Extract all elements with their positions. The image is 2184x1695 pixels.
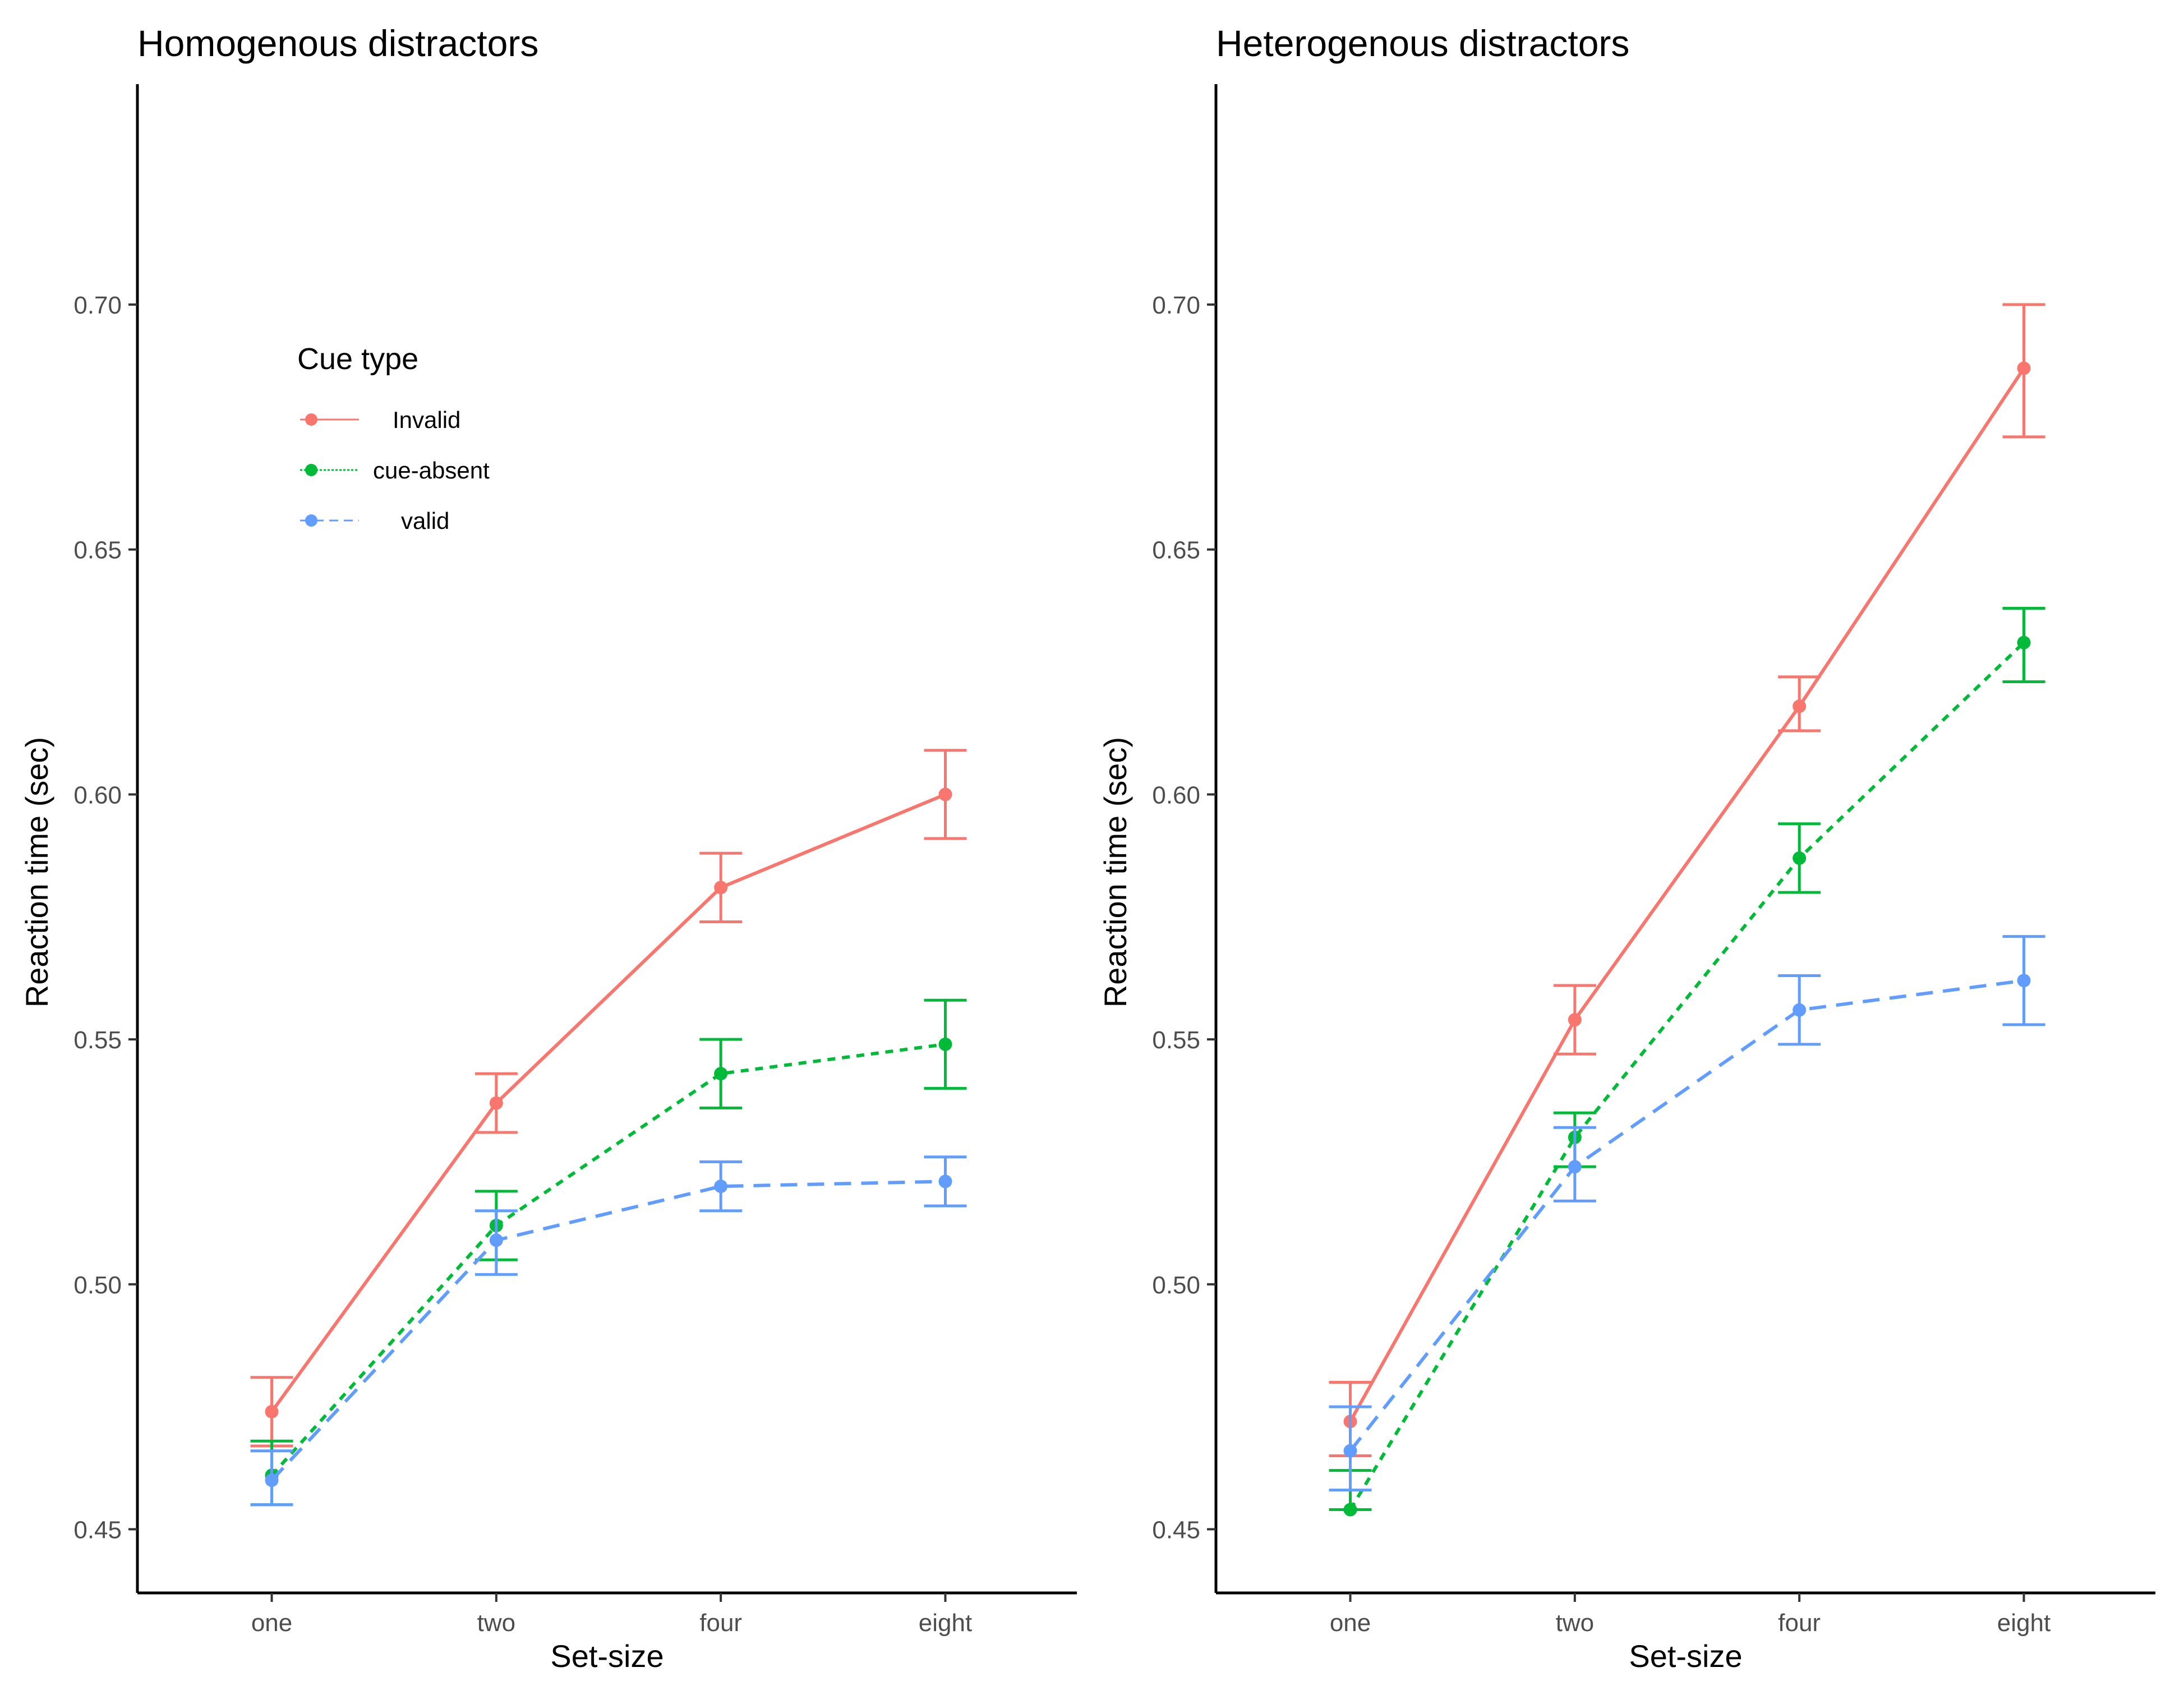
data-point xyxy=(938,787,952,802)
y-tick-label: 0.70 xyxy=(1152,292,1200,319)
legend-label: cue-absent xyxy=(373,457,490,483)
x-axis-label: Set-size xyxy=(1629,1638,1742,1674)
legend-key-point xyxy=(305,464,317,476)
panel-homogenous: Homogenous distractors 0.45 0.50 0.55 0.60 0.… xyxy=(19,22,1077,1674)
y-tick-label: 0.65 xyxy=(1152,537,1200,564)
data-point xyxy=(714,881,728,895)
series-line xyxy=(1348,367,2025,1422)
data-point xyxy=(2017,635,2031,650)
legend-label: valid xyxy=(401,508,449,534)
x-tick-label: one xyxy=(1330,1609,1371,1637)
y-tick-label: 0.55 xyxy=(73,1026,122,1054)
data-point xyxy=(2017,361,2031,375)
data-point xyxy=(2017,974,2031,988)
series-line xyxy=(1349,979,2024,1452)
data-point xyxy=(1568,1160,1582,1174)
y-tick-label: 0.60 xyxy=(1152,781,1200,809)
data-point xyxy=(938,1174,952,1189)
y-tick-label: 0.60 xyxy=(73,781,122,809)
chart-title: Homogenous distractors xyxy=(137,22,538,64)
y-tick-label: 0.55 xyxy=(1152,1026,1200,1054)
series-cue-absent xyxy=(250,998,967,1507)
series-line xyxy=(1348,641,2025,1511)
x-tick-label: two xyxy=(1556,1609,1594,1637)
legend: Cue type Invalid cue-absent valid xyxy=(297,342,490,534)
series-valid xyxy=(1329,935,2045,1492)
panel-heterogenous: Heterogenous distractors 0.45 0.50 0.55 0.60… xyxy=(1098,22,2155,1674)
y-tick-label: 0.45 xyxy=(73,1516,122,1544)
data-point xyxy=(1793,699,1807,713)
y-axis-label: Reaction time (sec) xyxy=(1098,737,1133,1007)
x-tick-label: one xyxy=(251,1609,292,1637)
legend-key-point xyxy=(305,413,317,426)
series-valid xyxy=(250,1155,967,1507)
data-point xyxy=(714,1180,728,1194)
data-point xyxy=(489,1096,503,1110)
series-cue-absent xyxy=(1329,607,2045,1517)
series-invalid xyxy=(250,749,967,1448)
data-point xyxy=(489,1233,503,1247)
data-point xyxy=(1343,1503,1357,1517)
series-line xyxy=(270,1180,946,1482)
series-line xyxy=(270,1042,946,1477)
data-point xyxy=(265,1404,279,1418)
x-tick-label: four xyxy=(1778,1609,1821,1637)
series-line xyxy=(270,793,946,1413)
data-point xyxy=(1568,1013,1582,1027)
y-tick-label: 0.50 xyxy=(1152,1272,1200,1299)
y-axis-label: Reaction time (sec) xyxy=(19,737,54,1007)
y-tick-label: 0.65 xyxy=(73,537,122,564)
data-point xyxy=(938,1037,952,1051)
x-tick-label: eight xyxy=(919,1609,972,1637)
data-point xyxy=(1793,851,1807,865)
y-tick-label: 0.45 xyxy=(1152,1516,1200,1544)
data-point xyxy=(1793,1003,1807,1017)
y-tick-label: 0.50 xyxy=(73,1272,122,1299)
x-axis-label: Set-size xyxy=(550,1638,664,1674)
legend-key-point xyxy=(305,514,317,527)
legend-title: Cue type xyxy=(297,342,418,376)
x-tick-label: two xyxy=(477,1609,515,1637)
x-tick-label: four xyxy=(699,1609,742,1637)
y-tick-label: 0.70 xyxy=(73,292,122,319)
legend-label: Invalid xyxy=(393,407,460,433)
data-point xyxy=(1343,1444,1357,1458)
data-point xyxy=(714,1067,728,1081)
x-tick-label: eight xyxy=(1997,1609,2051,1637)
series-invalid xyxy=(1329,303,2045,1457)
data-point xyxy=(265,1473,279,1487)
chart-title: Heterogenous distractors xyxy=(1216,22,1629,64)
